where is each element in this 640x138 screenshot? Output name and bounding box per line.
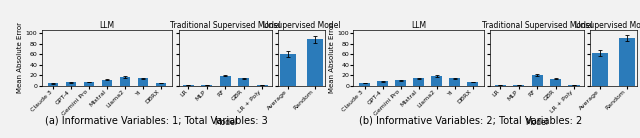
Bar xyxy=(513,85,524,86)
Bar xyxy=(467,82,478,86)
Bar xyxy=(359,83,370,86)
Bar xyxy=(138,78,148,86)
Bar xyxy=(183,85,194,86)
Bar xyxy=(257,85,268,86)
Bar xyxy=(413,78,424,86)
Title: Unsupervised Model: Unsupervised Model xyxy=(263,21,340,30)
Bar xyxy=(238,78,250,86)
Bar xyxy=(619,38,635,86)
Bar xyxy=(307,39,323,86)
Bar xyxy=(102,80,113,86)
Bar xyxy=(592,53,608,86)
Bar xyxy=(449,78,460,86)
Text: (a) Informative Variables: 1; Total Variables: 3: (a) Informative Variables: 1; Total Vari… xyxy=(45,115,268,125)
X-axis label: Model: Model xyxy=(525,118,548,127)
X-axis label: Model: Model xyxy=(214,118,237,127)
Bar xyxy=(396,80,406,86)
Title: Unsupervised Model: Unsupervised Model xyxy=(575,21,640,30)
Title: LLM: LLM xyxy=(99,21,115,30)
Bar xyxy=(47,83,58,86)
Bar xyxy=(568,85,580,86)
Title: Traditional Supervised Model: Traditional Supervised Model xyxy=(482,21,593,30)
Bar xyxy=(378,81,388,86)
Bar xyxy=(84,82,94,86)
Bar xyxy=(495,85,506,86)
Title: Traditional Supervised Model: Traditional Supervised Model xyxy=(170,21,281,30)
Title: LLM: LLM xyxy=(411,21,426,30)
Bar xyxy=(550,79,561,86)
Bar xyxy=(220,76,231,86)
Text: (b) Informative Variables: 2; Total Variables: 2: (b) Informative Variables: 2; Total Vari… xyxy=(359,115,582,125)
Bar xyxy=(280,54,296,86)
Y-axis label: Mean Absolute Error: Mean Absolute Error xyxy=(17,22,23,93)
Bar xyxy=(202,85,212,86)
Bar xyxy=(431,76,442,86)
Bar xyxy=(532,75,543,86)
Y-axis label: Mean Absolute Error: Mean Absolute Error xyxy=(329,22,335,93)
Bar xyxy=(156,83,166,86)
Bar xyxy=(65,82,76,86)
Bar xyxy=(120,77,131,86)
